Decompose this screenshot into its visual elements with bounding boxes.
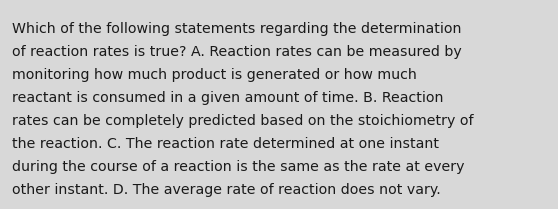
Text: during the course of a reaction is the same as the rate at every: during the course of a reaction is the s…: [12, 160, 464, 174]
Text: monitoring how much product is generated or how much: monitoring how much product is generated…: [12, 68, 417, 82]
Text: other instant. D. The average rate of reaction does not vary.: other instant. D. The average rate of re…: [12, 183, 441, 197]
Text: the reaction. C. The reaction rate determined at one instant: the reaction. C. The reaction rate deter…: [12, 137, 439, 151]
Text: of reaction rates is true? A. Reaction rates can be measured by: of reaction rates is true? A. Reaction r…: [12, 45, 462, 59]
Text: rates can be completely predicted based on the stoichiometry of: rates can be completely predicted based …: [12, 114, 474, 128]
Text: Which of the following statements regarding the determination: Which of the following statements regard…: [12, 22, 461, 36]
Text: reactant is consumed in a given amount of time. B. Reaction: reactant is consumed in a given amount o…: [12, 91, 444, 105]
